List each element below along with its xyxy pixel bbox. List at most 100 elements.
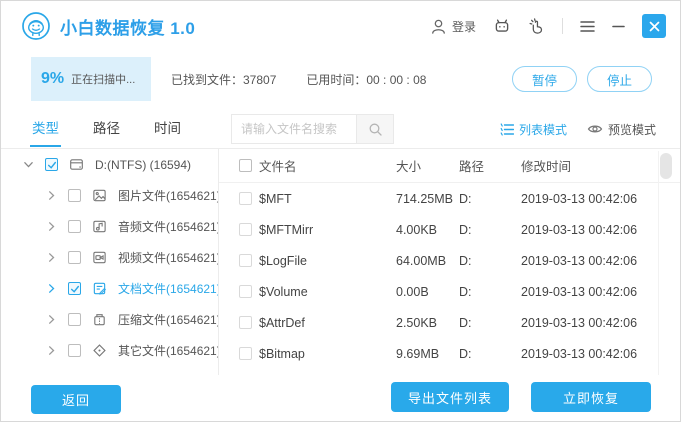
chevron-right-icon[interactable] — [46, 190, 57, 201]
tree-checkbox-audio[interactable] — [68, 220, 81, 233]
chevron-right-icon[interactable] — [46, 221, 57, 232]
row-checkbox[interactable] — [239, 254, 252, 267]
stop-button[interactable]: 停止 — [586, 66, 652, 92]
preview-mode-toggle[interactable]: 预览模式 — [587, 121, 656, 138]
header-mtime: 修改时间 — [521, 160, 572, 174]
files-found-label: 已找到文件：37807 — [171, 72, 277, 87]
gesture-click-button[interactable] — [528, 17, 545, 35]
tree-node-label: 图片文件(1654621) — [118, 189, 219, 203]
preview-mode-label: 预览模式 — [607, 122, 656, 137]
table-row[interactable]: $AttrDef 2.50KB D: 2019-03-13 00:42:06 — [219, 307, 680, 338]
app-logo-icon — [22, 12, 50, 40]
file-type-tree: D:(NTFS) (16594) 图片文件(1654621) — [1, 149, 219, 375]
hard-drive-icon — [69, 157, 84, 172]
tree-checkbox-drive[interactable] — [45, 158, 58, 171]
login-label: 登录 — [451, 19, 476, 34]
minimize-button[interactable] — [612, 20, 625, 33]
tree-node-drive[interactable]: D:(NTFS) (16594) — [1, 149, 218, 180]
cell-path: D: — [459, 315, 472, 330]
export-file-list-button[interactable]: 导出文件列表 — [391, 382, 509, 412]
row-checkbox[interactable] — [239, 223, 252, 236]
tree-checkbox-documents[interactable] — [68, 282, 81, 295]
user-icon — [432, 19, 445, 34]
main-content: D:(NTFS) (16594) 图片文件(1654621) — [1, 149, 680, 375]
login-button[interactable]: 登录 — [430, 18, 476, 35]
row-checkbox[interactable] — [239, 285, 252, 298]
tree-node-label: 其它文件(1654621) — [118, 344, 219, 358]
app-title: 小白数据恢复 1.0 — [60, 18, 196, 38]
tree-node-documents[interactable]: 文档文件(1654621) — [1, 273, 218, 304]
close-button[interactable] — [642, 14, 666, 38]
tree-node-video[interactable]: 视频文件(1654621) — [1, 242, 218, 273]
tree-node-label: D:(NTFS) (16594) — [95, 157, 192, 172]
table-row[interactable]: $LogFile 64.00MB D: 2019-03-13 00:42:06 — [219, 245, 680, 276]
document-file-icon — [92, 281, 107, 296]
other-file-diamond-icon — [92, 343, 107, 358]
cell-mtime: 2019-03-13 00:42:06 — [521, 284, 638, 299]
pause-button[interactable]: 暂停 — [511, 66, 577, 92]
tree-checkbox-archives[interactable] — [68, 313, 81, 326]
back-button[interactable]: 返回 — [31, 385, 121, 414]
cell-filename: $LogFile — [259, 253, 307, 268]
pointing-hand-icon — [529, 17, 543, 34]
tree-node-audio[interactable]: 音频文件(1654621) — [1, 211, 218, 242]
search-input[interactable] — [232, 115, 356, 143]
tree-checkbox-others[interactable] — [68, 344, 81, 357]
tree-node-images[interactable]: 图片文件(1654621) — [1, 180, 218, 211]
elapsed-time-label: 已用时间：00 : 00 : 08 — [306, 72, 427, 87]
table-row[interactable]: $Bitmap 9.69MB D: 2019-03-13 00:42:06 — [219, 338, 680, 369]
list-mode-label: 列表模式 — [518, 122, 567, 137]
scan-stats: 已找到文件：37807 已用时间：00 : 00 : 08 — [171, 71, 426, 88]
recover-now-button[interactable]: 立即恢复 — [531, 382, 651, 412]
tree-node-label: 压缩文件(1654621) — [118, 313, 219, 327]
scrollbar-thumb[interactable] — [660, 153, 672, 179]
cell-filename: $MFTMirr — [259, 222, 314, 237]
list-mode-icon — [500, 122, 514, 136]
scan-progress-fill: 9% 正在扫描中... — [31, 57, 151, 101]
row-checkbox[interactable] — [239, 192, 252, 205]
chevron-right-icon[interactable] — [46, 314, 57, 325]
cell-size: 9.69MB — [396, 346, 440, 361]
file-table: 文件名 大小 路径 修改时间 $MFT 714.25MB D: 2019-03-… — [219, 149, 680, 375]
cell-size: 4.00KB — [396, 222, 438, 237]
table-row[interactable]: $Volume 0.00B D: 2019-03-13 00:42:06 — [219, 276, 680, 307]
tab-type[interactable]: 类型 — [30, 113, 61, 147]
cell-path: D: — [459, 222, 472, 237]
select-all-checkbox[interactable] — [239, 159, 252, 172]
support-button[interactable] — [493, 17, 511, 35]
header-path: 路径 — [459, 160, 485, 174]
chevron-right-icon[interactable] — [46, 345, 57, 356]
cell-mtime: 2019-03-13 00:42:06 — [521, 191, 638, 206]
video-file-icon — [92, 250, 107, 265]
menu-button[interactable] — [580, 20, 595, 33]
search-button[interactable] — [356, 115, 393, 143]
list-mode-toggle[interactable]: 列表模式 — [500, 121, 567, 138]
tree-checkbox-images[interactable] — [68, 189, 81, 202]
tree-checkbox-video[interactable] — [68, 251, 81, 264]
tab-time[interactable]: 时间 — [154, 120, 181, 136]
tree-node-archives[interactable]: 压缩文件(1654621) — [1, 304, 218, 335]
header-size: 大小 — [396, 160, 422, 174]
row-checkbox[interactable] — [239, 316, 252, 329]
cell-path: D: — [459, 253, 472, 268]
scan-progress-bar: 9% 正在扫描中... 已找到文件：37807 已用时间：00 : 00 : 0… — [31, 57, 652, 101]
chevron-down-icon[interactable] — [23, 159, 34, 170]
cell-mtime: 2019-03-13 00:42:06 — [521, 315, 638, 330]
tree-node-others[interactable]: 其它文件(1654621) — [1, 335, 218, 366]
cell-mtime: 2019-03-13 00:42:06 — [521, 222, 638, 237]
table-row[interactable]: $MFT 714.25MB D: 2019-03-13 00:42:06 — [219, 183, 680, 214]
chevron-right-icon[interactable] — [46, 283, 57, 294]
tree-node-label: 文档文件(1654621) — [118, 282, 219, 296]
chevron-right-icon[interactable] — [46, 252, 57, 263]
row-checkbox[interactable] — [239, 347, 252, 360]
tab-path[interactable]: 路径 — [93, 120, 120, 136]
close-icon — [649, 21, 659, 31]
table-row[interactable]: $MFTMirr 4.00KB D: 2019-03-13 00:42:06 — [219, 214, 680, 245]
titlebar-divider — [562, 18, 563, 34]
cell-path: D: — [459, 284, 472, 299]
table-header-row: 文件名 大小 路径 修改时间 — [219, 149, 680, 183]
cell-size: 2.50KB — [396, 315, 438, 330]
image-file-icon — [92, 188, 107, 203]
cell-mtime: 2019-03-13 00:42:06 — [521, 253, 638, 268]
